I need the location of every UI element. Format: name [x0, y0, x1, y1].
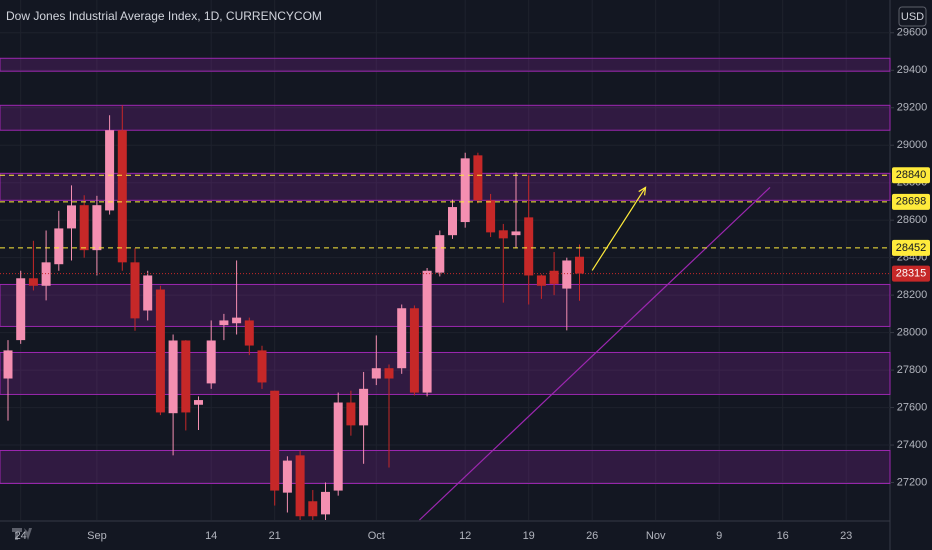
candle-body [16, 278, 26, 341]
candle-body [168, 340, 178, 414]
candle-body [473, 155, 483, 201]
candle-body [117, 130, 127, 263]
level-label: 28452 [896, 242, 927, 254]
x-tick-label: 24 [15, 530, 27, 542]
zone [0, 57, 891, 72]
candle-body [155, 289, 165, 413]
candle-body [54, 228, 64, 265]
x-tick-label: Oct [368, 530, 385, 542]
x-tick-label: 26 [586, 530, 598, 542]
level-label: 28698 [896, 196, 927, 208]
y-tick-label: 27200 [897, 476, 928, 488]
y-tick-label: 29000 [897, 139, 928, 151]
y-tick-label: 27600 [897, 401, 928, 413]
x-tick-label: 23 [840, 530, 852, 542]
candle-body [282, 460, 292, 493]
candle-body [67, 205, 76, 229]
candle-body [3, 350, 13, 379]
arrow [591, 187, 647, 271]
chart-title: Dow Jones Industrial Average Index, 1D, … [6, 9, 322, 23]
arrow-head [638, 186, 647, 196]
level-label-box [892, 193, 930, 210]
x-tick-label: Nov [646, 530, 666, 542]
candle-body [244, 320, 254, 346]
candle-body [143, 275, 153, 311]
x-tick-label: 19 [523, 530, 535, 542]
candle-body [333, 402, 343, 491]
candle-body [346, 402, 356, 426]
candle-body [549, 270, 559, 284]
candle-body [257, 350, 267, 383]
candle-body [28, 278, 38, 286]
y-tick-label: 27400 [897, 439, 928, 451]
candle-body [181, 340, 191, 413]
currency-label[interactable]: USD [901, 11, 924, 23]
zone [0, 449, 891, 484]
candle-body [498, 230, 508, 239]
y-tick-label: 28600 [897, 214, 928, 226]
y-tick-label: 27800 [897, 364, 928, 376]
x-tick-label: 16 [777, 530, 789, 542]
y-tick-label: 29600 [897, 27, 928, 39]
candle-body [409, 308, 419, 393]
currency-box[interactable] [898, 6, 927, 27]
x-tick-label: Sep [87, 530, 107, 542]
candle-body [359, 388, 369, 426]
y-tick-label: 29200 [897, 102, 928, 114]
candle-body [511, 231, 521, 236]
y-tick-label: 28200 [897, 289, 928, 301]
zone [0, 351, 891, 395]
zone [0, 172, 891, 201]
candle-body [270, 390, 280, 491]
x-tick-label: 9 [716, 530, 722, 542]
candle-body [575, 256, 584, 274]
candle-body [384, 368, 394, 379]
candle-body [448, 207, 457, 236]
candle-body [435, 235, 445, 273]
candle-body [371, 368, 381, 379]
y-tick-label: 29400 [897, 64, 928, 76]
logo-icon [12, 528, 32, 540]
candle-body [41, 262, 51, 286]
candle-body [232, 317, 242, 324]
candle-body [92, 205, 102, 251]
candle-body [460, 158, 470, 223]
zone [0, 104, 891, 131]
candle-body [422, 270, 432, 393]
candle-body [524, 217, 534, 276]
candle-body [536, 275, 546, 286]
candle-body [308, 501, 318, 517]
candle-body [397, 308, 407, 369]
candle-body [486, 200, 496, 233]
level-label-box [892, 239, 930, 256]
candle-body [79, 205, 89, 251]
last-price-label: 28315 [896, 267, 927, 279]
y-tick-label: 28000 [897, 327, 928, 339]
x-tick-label: 14 [205, 530, 217, 542]
x-tick-label: 12 [459, 530, 471, 542]
candle-body [130, 262, 140, 319]
x-tick-label: 21 [269, 530, 281, 542]
candle-body [194, 400, 203, 405]
trend-line [419, 186, 771, 521]
last-price-box [892, 265, 930, 282]
candle-body [105, 130, 115, 211]
candle-body [321, 491, 330, 515]
candle-body [206, 340, 216, 384]
logo [12, 528, 32, 540]
candle-body [562, 260, 572, 289]
candle-body [295, 455, 305, 517]
level-label-box [892, 167, 930, 184]
candle-body [219, 320, 229, 326]
level-label: 28840 [896, 169, 927, 181]
plot [0, 0, 891, 521]
